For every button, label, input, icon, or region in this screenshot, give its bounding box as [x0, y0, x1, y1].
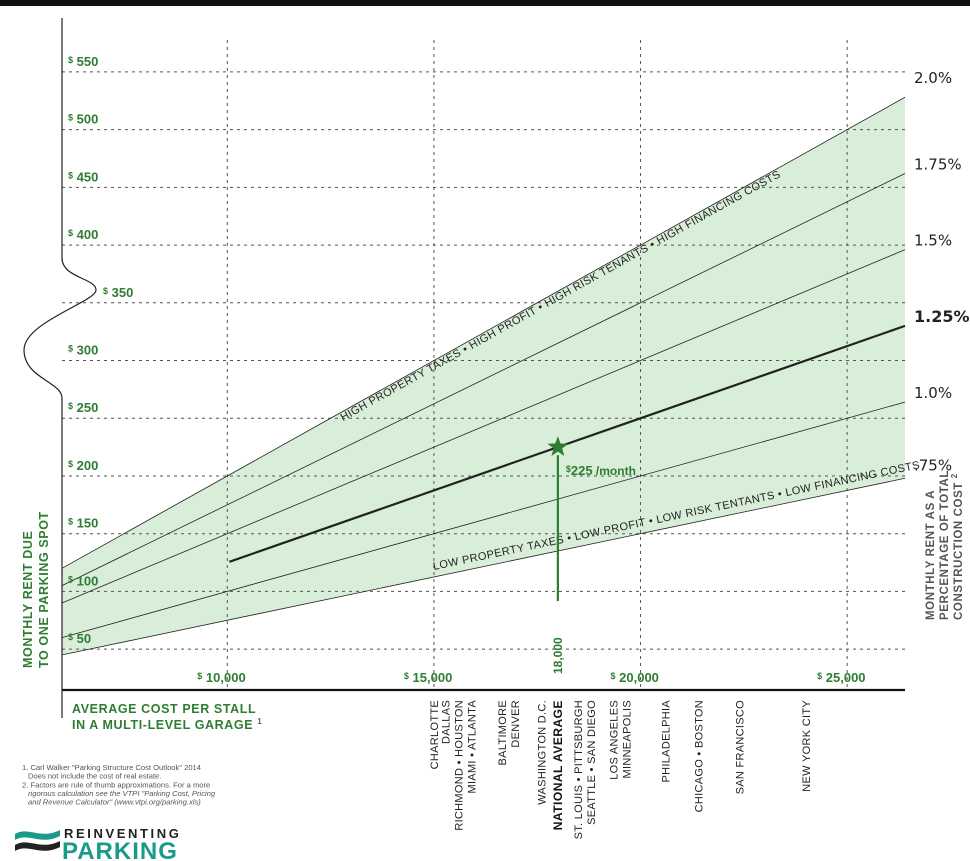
y-tick-label-250: $ 250 [68, 400, 98, 415]
x-axis-title-line1: AVERAGE COST PER STALL [72, 702, 256, 716]
x-tick-label-15,000: $ 15,000 [404, 670, 452, 685]
footnotes: 1. Carl Walker "Parking Structure Cost O… [22, 763, 216, 807]
y-tick-label-200: $ 200 [68, 458, 98, 473]
y-tick-label-150: $ 150 [68, 516, 98, 531]
footnote-1-line-1: Does not include the cost of real estate… [28, 772, 161, 781]
city-label-3-0: WASHINGTON D.C. [536, 700, 548, 805]
national-average-star-icon [547, 436, 569, 456]
x-tick-label-10,000: $ 10,000 [197, 670, 245, 685]
footnote-2-line-0: 2. Factors are rule of thumb approximati… [22, 781, 210, 790]
x-tick-label-25,000: $ 25,000 [817, 670, 865, 685]
series-label-1.25%: 1.25% [914, 307, 970, 326]
grid [62, 40, 905, 690]
logo-wave-icon-2 [15, 841, 60, 851]
series-line-.75% [61, 477, 906, 656]
city-label-1-0: DALLAS [441, 700, 453, 744]
x-tick-label-20,000: $ 20,000 [611, 670, 659, 685]
national-average-label: NATIONAL AVERAGE [551, 700, 565, 830]
city-label-1-1: RICHMOND • HOUSTON [454, 700, 466, 831]
right-axis-title-line3: CONSTRUCTION COST 2 [950, 473, 965, 620]
y-tick-label-300: $ 300 [68, 343, 98, 358]
y-axis-title-line1: MONTHLY RENT DUE [21, 531, 35, 668]
series-line-1.75% [61, 173, 906, 586]
series-label-1.0%: 1.0% [914, 384, 952, 402]
y-tick-label-550: $ 550 [68, 54, 98, 69]
rent-band-area [62, 97, 905, 655]
y-tick-label-100: $ 100 [68, 573, 98, 588]
series-line-1.0% [61, 401, 906, 638]
y-tick-label-500: $ 500 [68, 112, 98, 127]
series-line-1.5% [61, 249, 906, 604]
footnote-1-line-0: 1. Carl Walker "Parking Structure Cost O… [22, 763, 201, 772]
y-axis-line [23, 18, 97, 718]
city-label-9-0: NEW YORK CITY [801, 700, 813, 792]
national-average-marker: $225 /month 18,000 [547, 436, 636, 674]
city-label-0-0: CHARLOTTE [429, 700, 441, 769]
city-label-6-0: PHILADELPHIA [660, 700, 672, 783]
logo-wave-icon [15, 830, 60, 840]
y-tick-label-50: $ 50 [68, 631, 91, 646]
city-label-8-0: SAN FRANCISCO [735, 700, 747, 794]
y-axis-title-line2: TO ONE PARKING SPOT [37, 511, 51, 668]
city-label-4-1: SEATTLE • SAN DIEGO [586, 700, 598, 825]
national-average-value: $225 /month [566, 463, 636, 478]
series-line-2.0% [61, 96, 906, 569]
city-label-1-2: MIAMI • ATLANTA [467, 700, 479, 794]
x-axis-title-line2: IN A MULTI-LEVEL GARAGE 1 [72, 717, 262, 732]
city-labels: CHARLOTTE DALLAS RICHMOND • HOUSTON MIAMI •… [429, 700, 813, 840]
series-label-2.0%: 2.0% [914, 69, 952, 87]
series-label-.75%: .75% [914, 456, 952, 474]
city-label-4-0: ST. LOUIS • PITTSBURGH [573, 700, 585, 839]
y-tick-label-450: $ 450 [68, 169, 98, 184]
logo-text-bottom: PARKING [62, 838, 178, 861]
national-average-x-label: 18,000 [551, 637, 565, 674]
city-label-5-0: LOS ANGELES [608, 700, 620, 780]
series-label-1.5%: 1.5% [914, 232, 952, 250]
top-border [0, 0, 970, 6]
city-label-2-1: DENVER [510, 700, 522, 748]
city-label-7-0: CHICAGO • BOSTON [693, 700, 705, 812]
axes [23, 18, 905, 718]
series-label-1.75%: 1.75% [914, 155, 962, 173]
footnote-2-line-2: and Revenue Calculator" (www.vtpi.org/pa… [28, 798, 201, 807]
rent-band [62, 97, 905, 655]
footnote-2-line-1: rigorous calculation see the VTPI "Parki… [28, 789, 216, 798]
logo-text-top: REINVENTING [64, 826, 181, 841]
y-tick-label-400: $ 400 [68, 227, 98, 242]
y-tick-label-350: $ 350 [103, 285, 133, 300]
city-label-5-1: MINNEAPOLIS [621, 700, 633, 779]
right-axis-title-line1: MONTHLY RENT AS A [925, 490, 937, 620]
right-axis-title-line2: PERCENTAGE OF TOTAL [939, 470, 951, 620]
city-label-2-0: BALTIMORE [497, 700, 509, 765]
